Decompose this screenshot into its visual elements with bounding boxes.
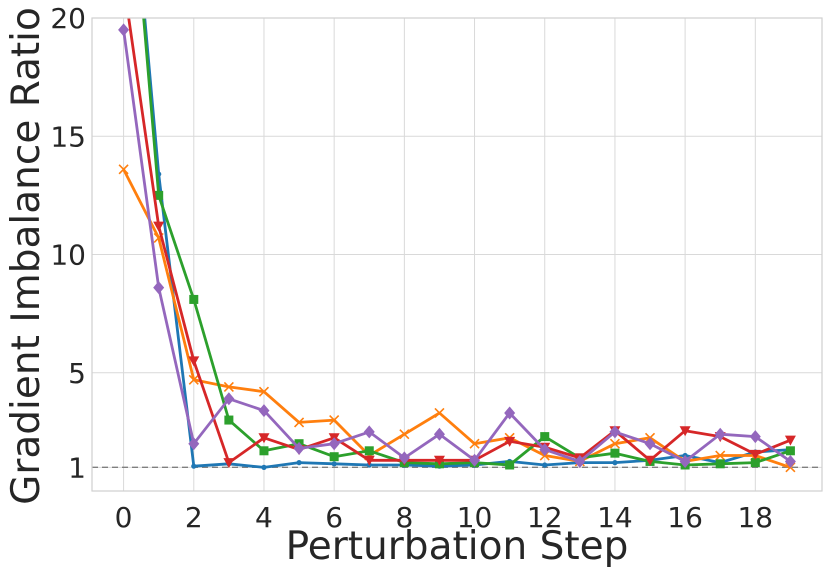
data-point bbox=[542, 462, 548, 468]
y-tick-label: 15 bbox=[50, 120, 86, 153]
data-point bbox=[223, 392, 235, 406]
series-5 bbox=[118, 23, 796, 468]
data-point bbox=[118, 164, 129, 175]
data-point bbox=[259, 446, 269, 456]
data-point bbox=[294, 417, 305, 428]
data-point bbox=[223, 458, 235, 469]
data-point bbox=[261, 464, 267, 470]
series-line bbox=[122, 29, 792, 463]
data-point bbox=[258, 386, 270, 397]
data-point bbox=[749, 430, 761, 444]
data-point bbox=[715, 450, 726, 461]
data-point bbox=[504, 406, 516, 420]
data-point bbox=[188, 356, 200, 367]
data-point bbox=[118, 23, 130, 37]
y-axis-label: Gradient Imbalance Ratio bbox=[4, 7, 49, 505]
data-point bbox=[296, 460, 302, 466]
data-point bbox=[398, 451, 410, 465]
x-tick-label: 0 bbox=[115, 501, 133, 534]
data-point bbox=[191, 463, 197, 469]
x-tick-label: 10 bbox=[457, 501, 493, 534]
data-point bbox=[785, 446, 795, 456]
data-point bbox=[224, 415, 234, 425]
data-point bbox=[153, 281, 165, 295]
data-point bbox=[504, 436, 516, 447]
series-line bbox=[142, 18, 791, 467]
y-tick-label: 20 bbox=[50, 2, 86, 35]
series-layer bbox=[118, 18, 796, 473]
data-point bbox=[188, 374, 199, 385]
data-point bbox=[610, 448, 620, 458]
data-point bbox=[750, 458, 760, 468]
data-point bbox=[363, 425, 375, 439]
plot-frame bbox=[91, 17, 823, 492]
data-point bbox=[329, 452, 339, 462]
data-point bbox=[258, 433, 270, 444]
data-point bbox=[644, 437, 656, 451]
data-point bbox=[329, 414, 340, 426]
data-point bbox=[433, 455, 445, 466]
data-point bbox=[433, 427, 445, 441]
data-point bbox=[715, 459, 725, 469]
data-point bbox=[714, 427, 726, 441]
x-tick-label: 4 bbox=[255, 501, 273, 534]
x-tick-label: 16 bbox=[667, 501, 703, 534]
data-point bbox=[188, 437, 200, 451]
data-point bbox=[612, 460, 618, 466]
data-point bbox=[539, 443, 551, 457]
data-point bbox=[328, 437, 340, 451]
x-tick-labels: 0 2 4 6 8 10 12 14 16 18 bbox=[115, 501, 773, 534]
data-point bbox=[505, 460, 515, 470]
data-point bbox=[258, 404, 270, 418]
data-point bbox=[363, 455, 375, 466]
x-tick-label: 12 bbox=[527, 501, 563, 534]
data-point bbox=[223, 381, 234, 393]
data-point bbox=[540, 432, 550, 442]
data-point bbox=[434, 407, 445, 419]
y-tick-label: 10 bbox=[50, 239, 86, 272]
data-point bbox=[644, 455, 656, 466]
data-point bbox=[784, 435, 796, 446]
data-point bbox=[364, 446, 374, 456]
x-axis-label: Perturbation Step bbox=[286, 524, 629, 569]
data-point bbox=[574, 454, 586, 468]
data-point bbox=[469, 438, 480, 449]
x-tick-label: 2 bbox=[185, 501, 203, 534]
y-tick-label: 5 bbox=[68, 357, 86, 390]
x-tick-label: 8 bbox=[395, 501, 413, 534]
data-point bbox=[679, 454, 691, 468]
data-point bbox=[679, 426, 691, 437]
data-point bbox=[399, 429, 410, 440]
data-point bbox=[293, 441, 305, 455]
data-point bbox=[609, 438, 620, 449]
data-point bbox=[189, 294, 199, 304]
data-point bbox=[784, 454, 796, 468]
data-point bbox=[154, 190, 164, 200]
x-tick-label: 18 bbox=[737, 501, 773, 534]
data-point bbox=[331, 461, 337, 467]
data-point bbox=[469, 453, 481, 467]
y-tick-label: 1 bbox=[68, 451, 86, 484]
series-line bbox=[127, 18, 791, 465]
data-point bbox=[153, 221, 165, 232]
data-point bbox=[609, 425, 621, 439]
x-tick-label: 6 bbox=[325, 501, 343, 534]
data-point bbox=[749, 449, 761, 460]
x-tick-label: 14 bbox=[597, 501, 633, 534]
